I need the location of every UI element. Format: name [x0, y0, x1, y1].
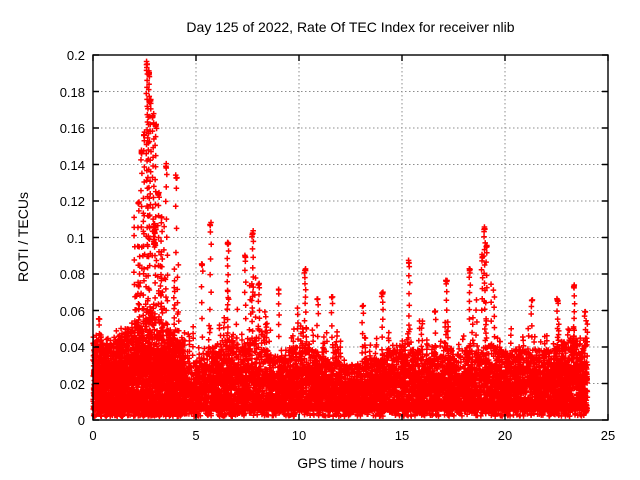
- chart-title: Day 125 of 2022, Rate Of TEC Index for r…: [186, 19, 515, 35]
- y-tick-label: 0.08: [59, 267, 85, 282]
- y-tick-label: 0.12: [59, 194, 85, 209]
- x-tick-label: 25: [600, 428, 616, 443]
- x-tick-label: 20: [497, 428, 513, 443]
- x-tick-label: 10: [291, 428, 307, 443]
- y-tick-label: 0.02: [59, 376, 85, 392]
- y-tick-label: 0.2: [66, 48, 85, 63]
- y-tick-label: 0.16: [59, 121, 85, 136]
- y-tick-label: 0.18: [59, 84, 85, 100]
- y-tick-label: 0: [77, 413, 85, 428]
- y-tick-label: 0.14: [59, 157, 85, 173]
- y-axis-label: ROTI / TECUs: [15, 192, 31, 282]
- x-tick-label: 15: [394, 428, 410, 443]
- x-tick-label: 0: [89, 428, 97, 443]
- y-tick-label: 0.04: [59, 340, 85, 355]
- y-tick-label: 0.1: [66, 230, 85, 246]
- y-tick-label: 0.06: [59, 303, 85, 319]
- x-tick-label: 5: [192, 428, 200, 443]
- x-axis-label: GPS time / hours: [297, 455, 404, 471]
